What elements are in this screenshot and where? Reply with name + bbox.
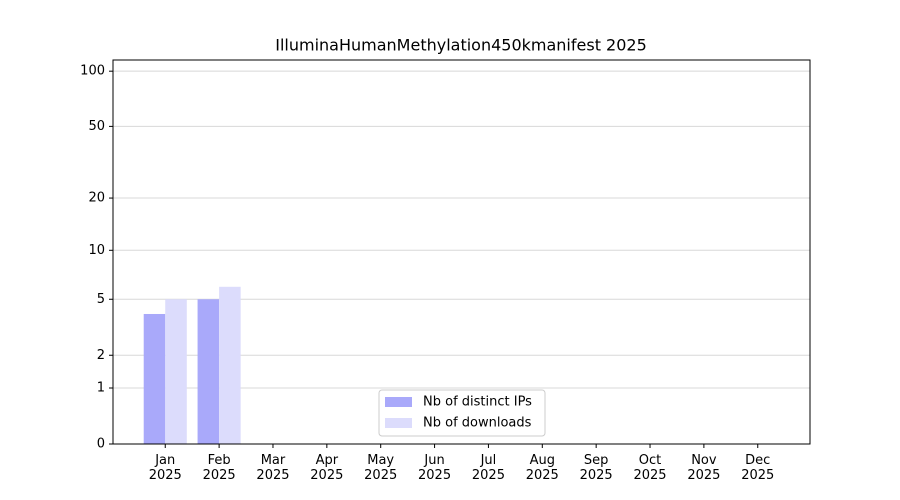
legend-label: Nb of distinct IPs (423, 395, 532, 410)
legend-box (378, 389, 546, 437)
x-tick-label: Jul 2025 (471, 453, 505, 483)
y-tick-label: 20 (88, 191, 105, 206)
x-tick-label: Jun 2025 (418, 453, 452, 483)
y-tick-label: 5 (97, 292, 105, 307)
plot-frame (112, 59, 811, 445)
x-tick-label: Sep 2025 (579, 453, 613, 483)
y-tick-label: 100 (80, 64, 105, 79)
y-tick-label: 1 (97, 381, 105, 396)
x-tick-label: Dec 2025 (741, 453, 775, 483)
y-tick-label: 10 (88, 243, 105, 258)
x-tick-label: Apr 2025 (310, 453, 344, 483)
x-tick-label: Mar 2025 (256, 453, 290, 483)
legend-label: Nb of downloads (423, 416, 532, 431)
x-tick-label: May 2025 (364, 453, 398, 483)
x-tick-label: Aug 2025 (525, 453, 559, 483)
x-tick-label: Nov 2025 (687, 453, 721, 483)
bar (165, 299, 187, 444)
bar (143, 313, 166, 444)
y-tick-label: 2 (97, 348, 105, 363)
y-tick-label: 50 (88, 119, 105, 134)
chart-title: IlluminaHumanMethylation450kmanifest 202… (275, 36, 647, 55)
bar (197, 299, 220, 444)
y-tick-label: 0 (97, 437, 105, 452)
x-tick-label: Jan 2025 (148, 453, 182, 483)
bar (219, 286, 241, 444)
legend-swatch (385, 397, 412, 407)
x-tick-label: Oct 2025 (633, 453, 667, 483)
legend-swatch (385, 418, 412, 428)
x-tick-label: Feb 2025 (202, 453, 236, 483)
